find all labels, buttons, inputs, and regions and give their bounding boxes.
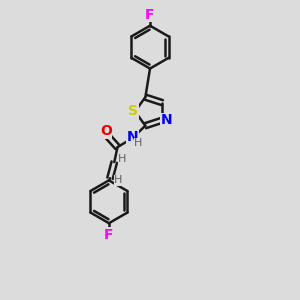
Text: F: F <box>104 228 114 242</box>
Text: N: N <box>127 130 138 145</box>
Text: H: H <box>114 175 122 185</box>
Text: S: S <box>128 104 138 118</box>
Text: F: F <box>145 8 155 22</box>
Text: H: H <box>118 154 127 164</box>
Text: H: H <box>134 139 143 148</box>
Text: O: O <box>100 124 112 138</box>
Text: N: N <box>160 113 172 127</box>
